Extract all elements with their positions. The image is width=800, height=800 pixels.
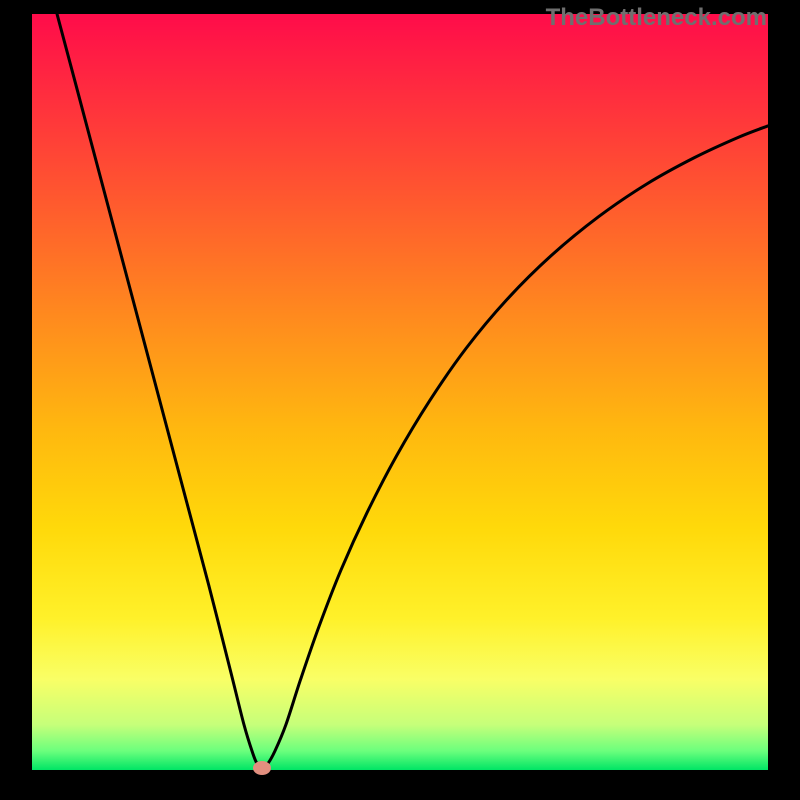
- bottleneck-curve: [32, 14, 768, 770]
- watermark-text: TheBottleneck.com: [546, 4, 767, 32]
- optimal-point-marker: [253, 761, 271, 775]
- chart-stage: TheBottleneck.com: [0, 0, 800, 800]
- plot-area: [32, 14, 768, 770]
- curve-path: [57, 14, 768, 768]
